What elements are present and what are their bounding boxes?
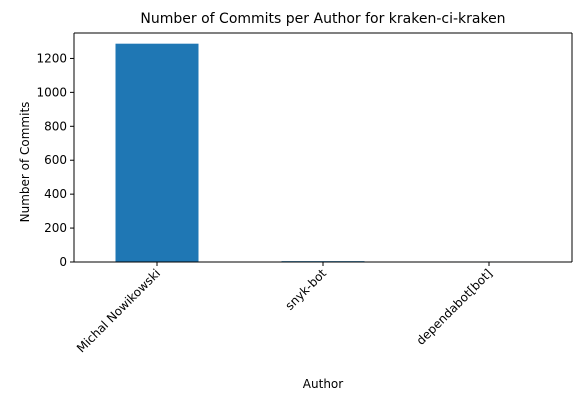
y-tick-label: 0 — [59, 255, 67, 269]
plot-area: 0 200 400 600 800 1000 1200 Michal Nowikowski sn… — [36, 32, 573, 355]
x-tick-label: snyk-bot — [283, 266, 330, 313]
y-tick-label: 1000 — [36, 85, 67, 99]
x-axis-label: Author — [303, 377, 343, 391]
y-tick-label: 400 — [44, 187, 67, 201]
y-axis-label: Number of Commits — [18, 102, 32, 223]
y-tick-label: 600 — [44, 153, 67, 167]
x-tick-label: dependabot[bot] — [414, 266, 496, 348]
y-tick-label: 800 — [44, 119, 67, 133]
chart-title: Number of Commits per Author for kraken-… — [140, 11, 505, 27]
x-tick-label: Michal Nowikowski — [74, 266, 163, 355]
y-tick-label: 1200 — [36, 51, 67, 65]
y-tick-label: 200 — [44, 221, 67, 235]
bar — [115, 43, 199, 262]
